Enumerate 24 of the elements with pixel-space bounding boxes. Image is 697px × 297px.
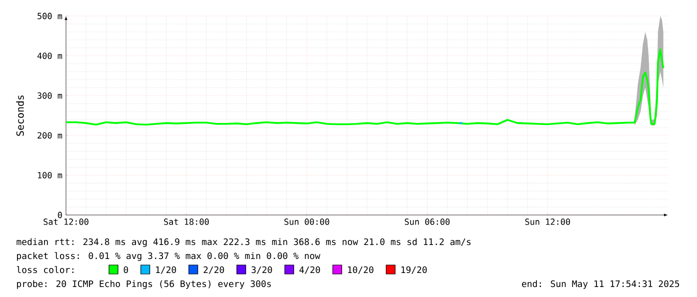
legend-title: loss color: [16, 266, 74, 274]
text: packet loss: 0.01 % avg 3.37 % max 0.00 % min 0.00 % now [17, 252, 320, 261]
legend-label: 1/20 [156, 266, 176, 274]
legend-label: 2/20 [204, 266, 224, 274]
legend-label: 19/20 [401, 266, 427, 274]
legend-label: 4/20 [299, 266, 320, 274]
x-tick-label: Sat 18:00 [164, 218, 209, 225]
x-tick-label: Sun 00:00 [284, 218, 330, 225]
legend-label: 3/20 [252, 266, 272, 274]
x-tick-label: Sun 12:00 [525, 218, 570, 225]
y-tick-label: 300 m [38, 92, 62, 99]
text: median rtt: 234.8 ms avg 416.9 ms max 222.3 ms min 368.6 ms now 21.0 ms sd 11.2 am/s [16, 238, 471, 247]
x-tick-label: Sun 06:00 [404, 218, 450, 225]
y-tick-label: 200 m [38, 132, 62, 139]
y-axis-title: Seconds [16, 95, 24, 136]
x-tick-label: Sat 12:00 [44, 218, 88, 225]
y-tick-label: 100 m [38, 172, 62, 178]
text: probe: 20 ICMP Echo Pings (56 Bytes) every 300s [17, 280, 271, 289]
legend-label: 0 [124, 266, 128, 274]
y-tick-label: 0 [58, 212, 62, 218]
y-tick-label: 400 m [37, 52, 62, 60]
text: end: Sun May 11 17:54:31 2025 [522, 280, 680, 289]
legend-label: 10/20 [348, 266, 374, 274]
y-tick-label: 500 m [38, 12, 62, 20]
